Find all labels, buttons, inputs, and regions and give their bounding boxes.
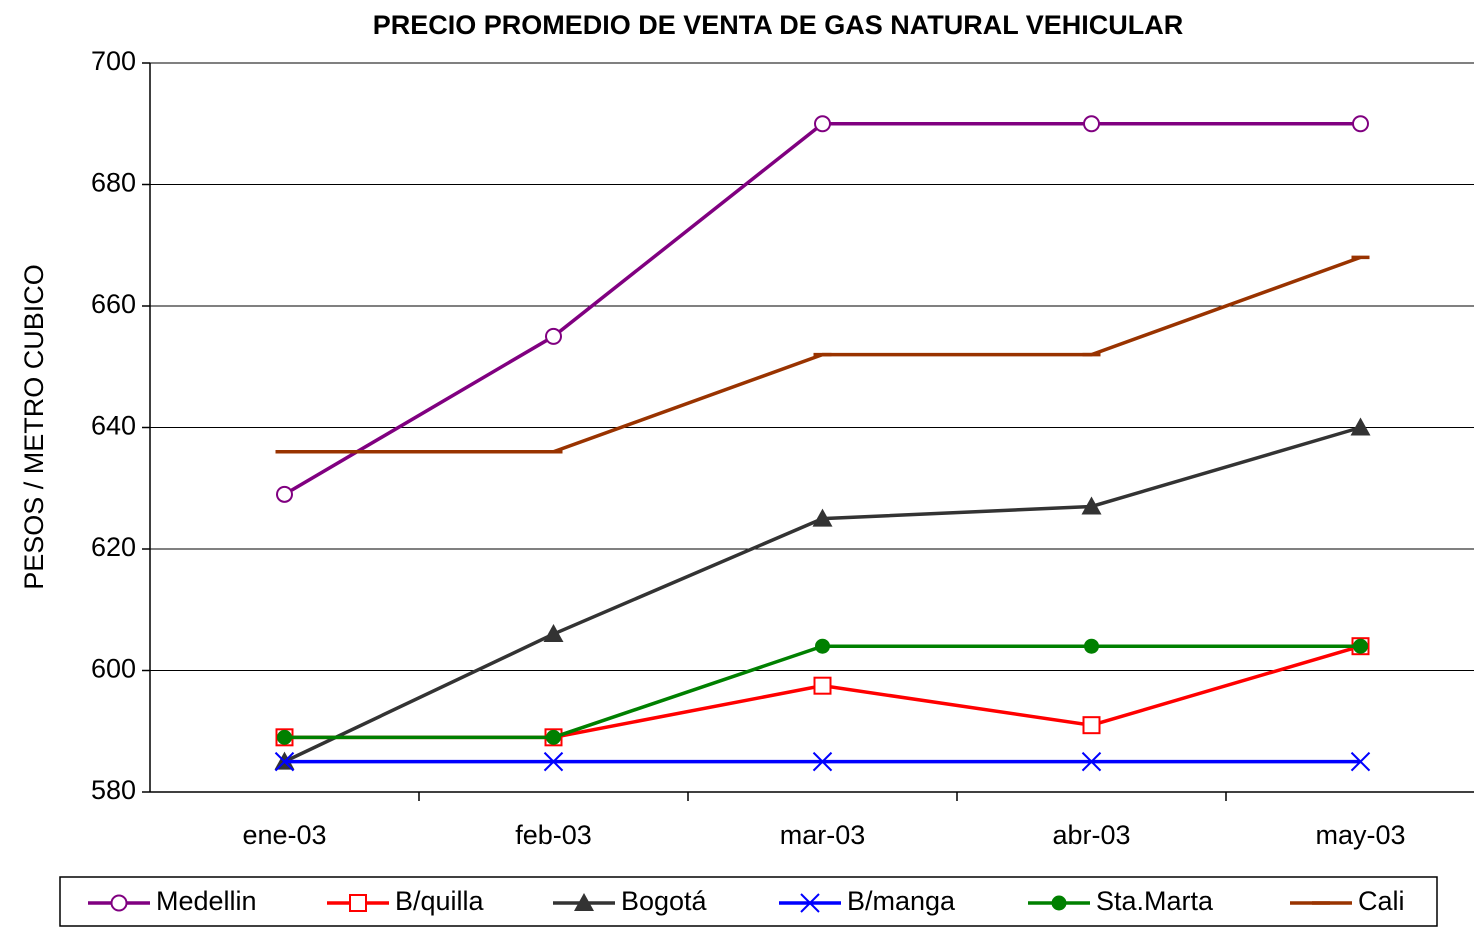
marker [110,894,128,912]
marker [277,729,292,745]
marker [815,638,830,654]
marker [1051,895,1067,911]
marker [1352,115,1369,133]
marker [813,676,832,695]
y-tick-label: 680 [91,168,136,198]
marker [543,624,564,643]
legend-label: Bogotá [621,886,708,916]
legend-label: Sta.Marta [1096,886,1214,916]
y-tick-label: 700 [91,46,136,76]
marker [1350,417,1371,436]
x-tick-label: may-03 [1315,820,1405,850]
marker [1350,751,1371,772]
y-tick-label: 620 [91,532,136,562]
series-line [283,122,1361,496]
legend-label: Cali [1358,886,1405,916]
legend-label: B/quilla [395,886,485,916]
chart-title: PRECIO PROMEDIO DE VENTA DE GAS NATURAL … [373,10,1184,40]
marker [1082,716,1101,735]
marker [812,508,833,527]
legend-label: B/manga [847,886,956,916]
marker [274,751,295,772]
marker [574,893,594,911]
legend-label: Medellin [156,886,257,916]
series-line [283,425,1361,764]
x-tick-label: ene-03 [242,820,326,850]
marker [349,894,367,912]
y-tick-label: 660 [91,289,136,319]
marker [276,485,293,503]
marker [543,751,564,772]
marker [1081,496,1102,515]
marker [1081,751,1102,772]
legend-box [59,876,1438,927]
marker [1084,638,1099,654]
marker [1083,115,1100,133]
marker [812,751,833,772]
marker [800,893,820,913]
marker [814,115,831,133]
y-tick-label: 640 [91,411,136,441]
y-axis-label: PESOS / METRO CUBICO [19,264,49,590]
x-tick-label: abr-03 [1052,820,1130,850]
marker [546,729,561,745]
x-tick-label: mar-03 [780,820,866,850]
x-tick-label: feb-03 [515,820,592,850]
y-tick-label: 580 [91,775,136,805]
y-tick-label: 600 [91,654,136,684]
marker [545,327,562,345]
marker [1353,638,1368,654]
